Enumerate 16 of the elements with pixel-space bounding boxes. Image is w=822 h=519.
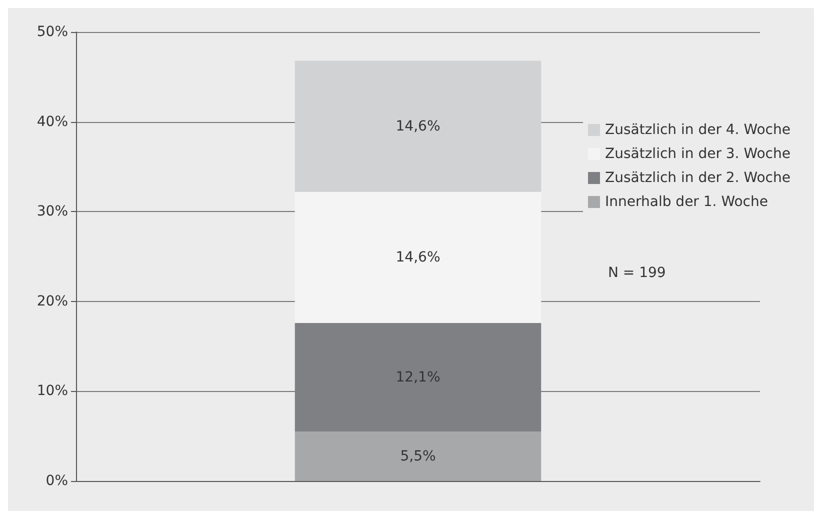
legend-label: Zusätzlich in der 3. Woche: [605, 146, 790, 162]
y-tick-label: 30%: [36, 204, 68, 220]
legend-label: Innerhalb der 1. Woche: [605, 194, 768, 210]
data-label: 14,6%: [396, 249, 440, 266]
legend-label: Zusätzlich in der 4. Woche: [605, 122, 790, 138]
y-tick-label: 10%: [36, 383, 68, 400]
bar: [294, 432, 542, 481]
y-tick-label: 20%: [36, 293, 68, 310]
annotation: N = 199: [608, 265, 666, 281]
legend-label: Zusätzlich in der 2. Woche: [605, 170, 790, 186]
y-tick-label: 0%: [46, 473, 68, 489]
y-tick-label: 50%: [36, 24, 68, 40]
data-label: 12,1%: [396, 369, 440, 386]
data-label: 14,6%: [396, 118, 440, 134]
y-tick-label: 40%: [36, 114, 68, 130]
data-label: 5,5%: [400, 448, 436, 464]
